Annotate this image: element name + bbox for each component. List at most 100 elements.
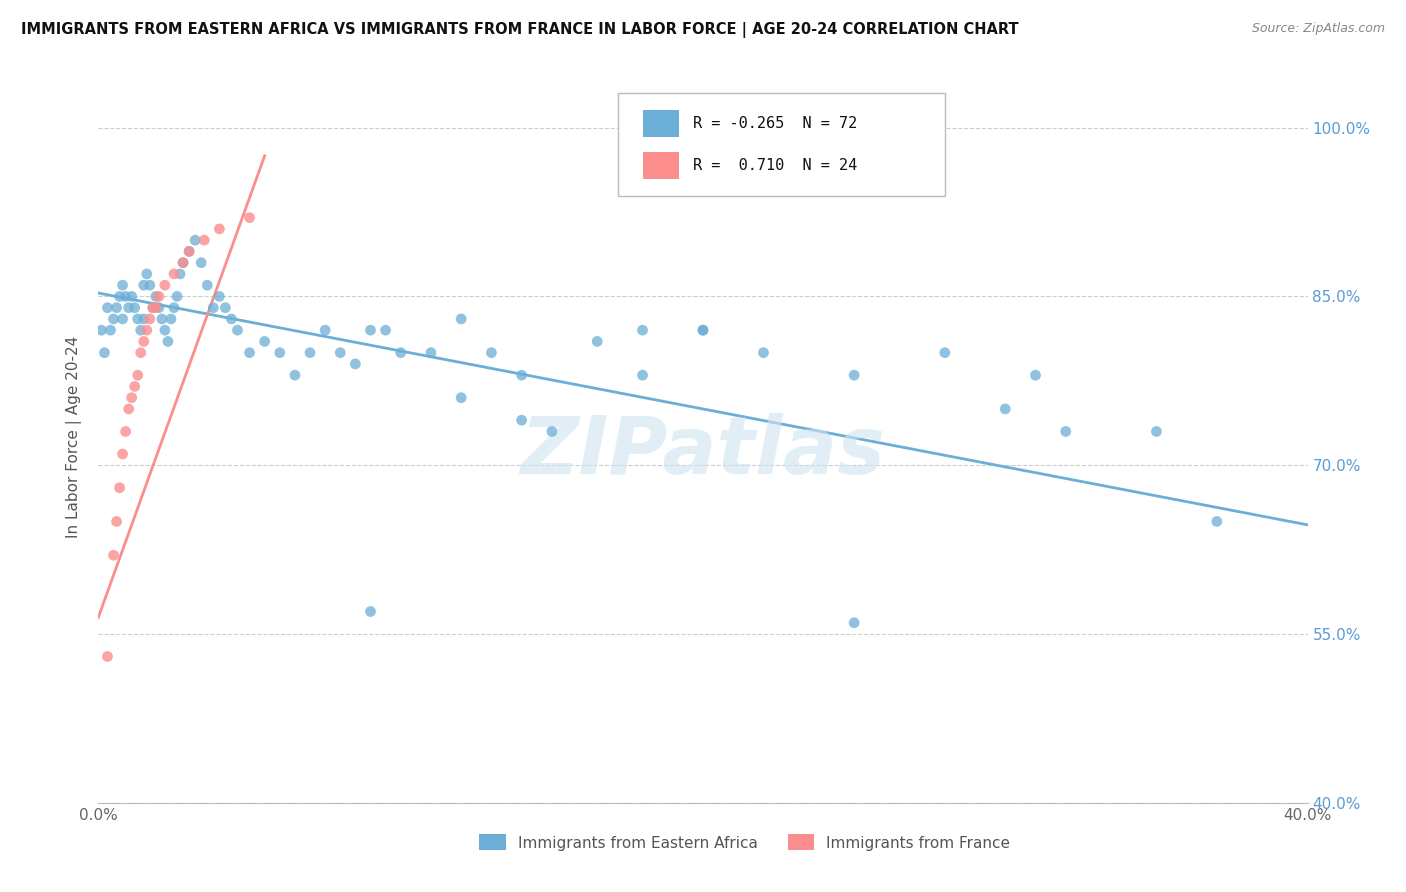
Point [934, 345, 956, 359]
Point [179, 244, 201, 259]
Point [184, 233, 207, 247]
Point [360, 605, 382, 619]
Point [226, 323, 249, 337]
Point [284, 368, 307, 383]
Point [360, 323, 382, 337]
Point [103, 312, 125, 326]
Point [135, 267, 157, 281]
Point [127, 368, 149, 383]
Point [239, 345, 262, 359]
Point [111, 312, 134, 326]
Point [631, 368, 654, 383]
Point [160, 312, 183, 326]
Point [103, 548, 125, 562]
Point [142, 301, 165, 315]
Point [344, 357, 367, 371]
Point [221, 312, 243, 326]
Bar [479, 834, 506, 850]
Point [127, 312, 149, 326]
Point [96, 301, 118, 315]
Text: Immigrants from Eastern Africa: Immigrants from Eastern Africa [517, 836, 758, 851]
Point [163, 301, 186, 315]
Point [190, 255, 212, 269]
Point [208, 289, 231, 303]
Point [121, 289, 143, 303]
Point [208, 222, 231, 236]
Bar [643, 152, 679, 179]
Point [844, 615, 866, 630]
Bar [643, 110, 679, 137]
Point [631, 323, 654, 337]
Point [1206, 515, 1229, 529]
Point [692, 323, 714, 337]
Point [374, 323, 396, 337]
Point [540, 425, 562, 439]
Point [752, 345, 775, 359]
Point [132, 278, 155, 293]
Point [692, 323, 714, 337]
FancyBboxPatch shape [619, 94, 945, 195]
Point [195, 278, 218, 293]
Point [121, 391, 143, 405]
Point [844, 368, 866, 383]
Point [118, 301, 141, 315]
Point [139, 312, 162, 326]
Point [111, 278, 134, 293]
Text: Source: ZipAtlas.com: Source: ZipAtlas.com [1251, 22, 1385, 36]
Point [90, 323, 112, 337]
Point [172, 255, 194, 269]
Point [108, 481, 131, 495]
Point [1054, 425, 1077, 439]
Point [93, 345, 115, 359]
Point [172, 255, 194, 269]
Text: R =  0.710  N = 24: R = 0.710 N = 24 [693, 158, 858, 173]
Point [299, 345, 322, 359]
Point [124, 301, 146, 315]
Bar [787, 834, 814, 850]
Point [150, 312, 173, 326]
Point [132, 334, 155, 349]
Text: IMMIGRANTS FROM EASTERN AFRICA VS IMMIGRANTS FROM FRANCE IN LABOR FORCE | AGE 20: IMMIGRANTS FROM EASTERN AFRICA VS IMMIGR… [21, 22, 1019, 38]
Point [100, 323, 122, 337]
Point [1144, 425, 1167, 439]
Point [481, 345, 503, 359]
Point [239, 211, 262, 225]
Point [132, 312, 155, 326]
Point [202, 301, 225, 315]
Point [135, 323, 157, 337]
Point [193, 233, 215, 247]
Point [111, 447, 134, 461]
Point [169, 267, 191, 281]
Point [148, 289, 170, 303]
Point [389, 345, 412, 359]
Point [118, 401, 141, 416]
Point [105, 301, 128, 315]
Point [994, 401, 1017, 416]
Point [114, 289, 136, 303]
Point [114, 425, 136, 439]
Point [139, 278, 162, 293]
Point [450, 391, 472, 405]
Text: R = -0.265  N = 72: R = -0.265 N = 72 [693, 116, 858, 131]
Point [142, 301, 165, 315]
Point [179, 244, 201, 259]
Point [450, 312, 472, 326]
Point [510, 413, 533, 427]
Point [314, 323, 336, 337]
Point [329, 345, 352, 359]
Point [129, 345, 152, 359]
Point [253, 334, 276, 349]
Text: Immigrants from France: Immigrants from France [827, 836, 1011, 851]
Point [163, 267, 186, 281]
Point [129, 323, 152, 337]
Point [214, 301, 236, 315]
Point [153, 278, 176, 293]
Point [153, 323, 176, 337]
Point [510, 368, 533, 383]
Point [1024, 368, 1046, 383]
Point [269, 345, 291, 359]
Y-axis label: In Labor Force | Age 20-24: In Labor Force | Age 20-24 [66, 336, 83, 538]
Point [96, 649, 118, 664]
Point [108, 289, 131, 303]
Point [156, 334, 179, 349]
